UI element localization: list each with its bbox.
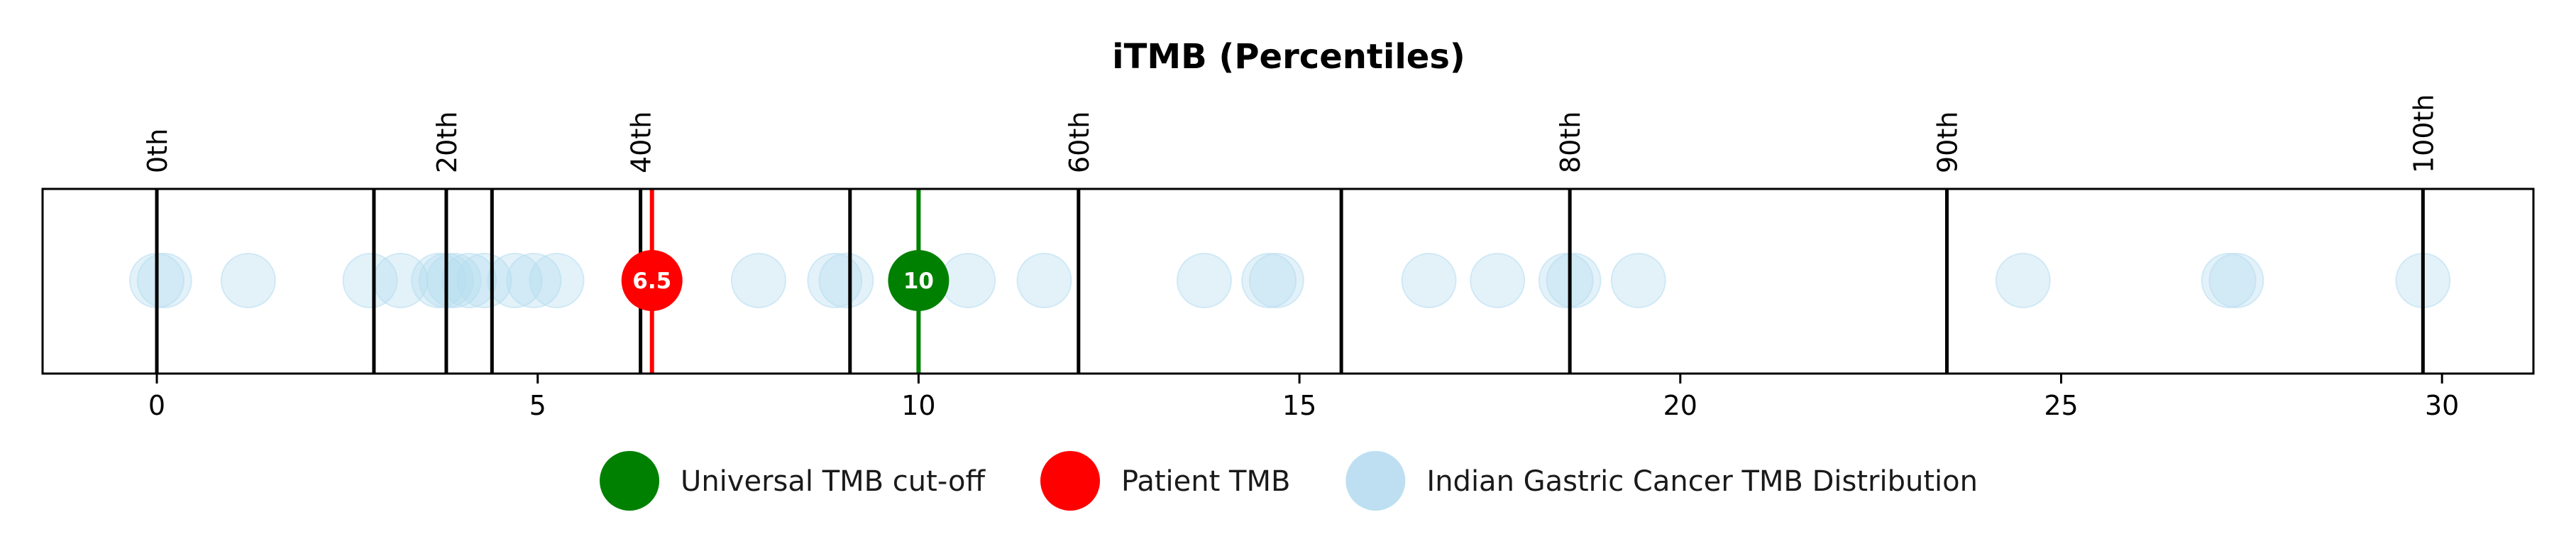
distribution-point	[456, 253, 512, 308]
distribution-point	[220, 253, 276, 308]
distribution-point	[529, 253, 585, 308]
distribution-point	[818, 253, 874, 308]
distribution-point	[1538, 253, 1594, 308]
legend-swatch	[600, 451, 660, 511]
distribution-point	[1241, 253, 1297, 308]
distribution-point	[426, 253, 482, 308]
x-tick-label: 20	[1663, 390, 1697, 421]
cutoff-value-label: 10	[903, 268, 934, 294]
x-tick-label: 25	[2044, 390, 2078, 421]
distribution-point	[1016, 253, 1072, 308]
legend-label: Universal TMB cut-off	[681, 465, 986, 498]
percentile-label: 60th	[1064, 112, 1095, 173]
percentile-label: 0th	[142, 129, 173, 173]
legend-item: Indian Gastric Cancer TMB Distribution	[1345, 451, 1978, 511]
legend-item: Patient TMB	[1040, 451, 1290, 511]
plot-frame	[41, 187, 2535, 375]
distribution-point	[730, 253, 786, 308]
distribution-point	[1995, 253, 2051, 308]
percentile-label: 20th	[431, 112, 463, 173]
distribution-point	[1470, 253, 1526, 308]
distribution-point	[1401, 253, 1457, 308]
x-tick-label: 5	[529, 390, 546, 421]
legend-item: Universal TMB cut-off	[600, 451, 986, 511]
x-tick-label: 10	[901, 390, 935, 421]
distribution-point	[411, 253, 467, 308]
legend-label: Patient TMB	[1121, 465, 1290, 498]
x-tick-label: 30	[2425, 390, 2459, 421]
x-tick-label: 15	[1282, 390, 1316, 421]
legend-label: Indian Gastric Cancer TMB Distribution	[1426, 465, 1978, 498]
percentile-label: 40th	[626, 112, 657, 173]
distribution-point	[1176, 253, 1232, 308]
patient-value-label: 6.5	[632, 268, 671, 294]
percentile-label: 90th	[1932, 112, 1963, 173]
chart-title: iTMB (Percentiles)	[1112, 37, 1465, 77]
percentile-label: 100th	[2408, 94, 2439, 173]
distribution-point	[506, 253, 562, 308]
patient-marker	[621, 250, 683, 311]
distribution-point	[487, 253, 543, 308]
x-tick-label: 0	[148, 390, 165, 421]
distribution-point	[1248, 253, 1304, 308]
distribution-point	[2201, 253, 2257, 308]
distribution-point	[441, 253, 497, 308]
distribution-point	[136, 253, 192, 308]
percentile-label: 80th	[1555, 112, 1586, 173]
distribution-point	[940, 253, 996, 308]
legend-swatch	[1040, 451, 1101, 511]
distribution-point	[342, 253, 398, 308]
legend-swatch	[1345, 451, 1406, 511]
cutoff-marker	[888, 250, 950, 311]
distribution-point	[1546, 253, 1602, 308]
distribution-point	[2208, 253, 2264, 308]
distribution-point	[1610, 253, 1666, 308]
